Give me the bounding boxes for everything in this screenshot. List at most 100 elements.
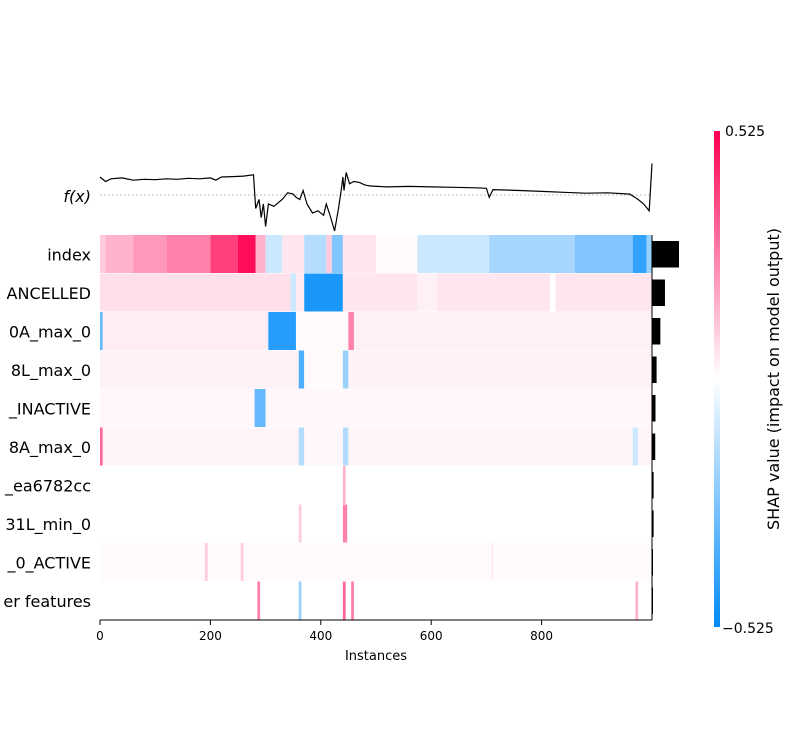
heatmap-cell — [105, 235, 134, 273]
heatmap-cell — [100, 427, 103, 466]
heatmap-cell — [100, 350, 299, 389]
fx-line — [99, 163, 653, 232]
heatmap-cell — [100, 543, 652, 581]
heatmap-cell — [298, 581, 302, 620]
heatmap-cell — [491, 543, 494, 581]
heatmap-cell — [304, 427, 343, 466]
heatmap-cell — [304, 273, 343, 312]
heatmap-cell — [298, 427, 305, 466]
heatmap-cell — [166, 235, 211, 273]
heatmap-row — [100, 543, 652, 581]
heatmap-cell — [100, 312, 103, 350]
heatmap-cell — [298, 350, 305, 389]
x-axis-label: Instances — [345, 649, 407, 664]
feature-label: 8A_max_0 — [9, 438, 91, 458]
heatmap-cell — [342, 427, 349, 466]
colorbar-max-label: 0.525 — [725, 124, 765, 140]
heatmap-cell — [240, 543, 244, 581]
heatmap-row — [100, 273, 652, 312]
heatmap-row — [100, 581, 652, 620]
heatmap-cell — [257, 581, 261, 620]
heatmap-cell — [417, 273, 437, 312]
heatmap-cell — [254, 389, 266, 427]
heatmap-cell — [295, 273, 305, 312]
heatmap-cell — [290, 273, 296, 312]
heatmap-cell — [100, 235, 106, 273]
feature-label: _0_ACTIVE — [6, 553, 91, 573]
heatmap-cell — [351, 581, 354, 620]
x-axis: 0 200 400 600 800 Instances — [96, 619, 652, 664]
heatmap-cell — [304, 235, 327, 273]
heatmap-cell — [326, 235, 332, 273]
heatmap-cell — [353, 312, 652, 350]
heatmap-cell — [298, 504, 302, 543]
feature-label: er features — [3, 592, 91, 611]
heatmap-cell — [204, 543, 208, 581]
heatmap-cell — [268, 312, 296, 350]
heatmap-cell — [348, 312, 354, 350]
heatmap-cell — [376, 235, 418, 273]
heatmap-cell — [632, 427, 639, 466]
heatmap-cell — [265, 235, 283, 273]
heatmap-cell — [489, 235, 575, 273]
colorbar-gradient — [714, 131, 720, 627]
heatmap-cell — [342, 466, 346, 504]
heatmap-cell — [632, 235, 647, 273]
feature-label: 0A_max_0 — [9, 322, 91, 342]
feature-label: _INACTIVE — [8, 399, 91, 419]
heatmap-row — [100, 350, 652, 389]
heatmap-row — [100, 427, 652, 466]
feature-label: index — [47, 245, 91, 264]
importance-bars — [652, 241, 679, 614]
heatmap-cell — [238, 235, 256, 273]
heatmap-cell — [436, 273, 550, 312]
heatmap-cell — [638, 427, 652, 466]
heatmap-cell — [348, 427, 633, 466]
heatmap-row — [100, 504, 652, 543]
feature-label: 8L_max_0 — [11, 361, 91, 381]
heatmap-cell — [331, 235, 343, 273]
heatmap-row — [100, 235, 652, 273]
heatmap-row — [100, 312, 652, 350]
heatmap-cell — [342, 504, 348, 543]
heatmap-cell — [100, 273, 291, 312]
x-tick-label: 200 — [199, 629, 222, 643]
heatmap-cell — [133, 235, 167, 273]
heatmap-cell — [549, 273, 556, 312]
heatmap-row — [100, 389, 652, 427]
importance-bar — [652, 395, 656, 422]
heatmap-cell — [646, 235, 652, 273]
importance-bar — [652, 356, 657, 383]
heatmap-cell — [574, 235, 633, 273]
x-ticks: 0 200 400 600 800 — [96, 620, 553, 643]
importance-bar — [652, 472, 654, 499]
heatmap-cell — [102, 312, 269, 350]
importance-bar — [652, 433, 656, 460]
heatmap-cell — [102, 427, 299, 466]
heatmap-cell — [295, 312, 349, 350]
heatmap-rows — [100, 235, 652, 620]
importance-bar — [652, 241, 679, 268]
heatmap-row — [100, 466, 652, 504]
heatmap-cell — [348, 350, 652, 389]
heatmap-cell — [417, 235, 490, 273]
colorbar-min-label: −0.525 — [722, 621, 774, 637]
heatmap-cell — [282, 235, 305, 273]
heatmap-cell — [342, 235, 376, 273]
heatmap-cell — [342, 273, 418, 312]
colorbar-title: SHAP value (impact on model output) — [764, 228, 783, 530]
heatmap-cell — [100, 466, 652, 504]
heatmap-cell — [255, 235, 266, 273]
heatmap-cell — [100, 389, 255, 427]
feature-label: ANCELLED — [7, 284, 91, 303]
heatmap-cell — [347, 504, 652, 543]
heatmap-cell — [555, 273, 652, 312]
feature-label: 31L_min_0 — [5, 515, 91, 535]
feature-labels: index ANCELLED 0A_max_0 8L_max_0 _INACTIVE 8A… — [3, 245, 91, 611]
fx-panel: f(x) — [63, 163, 653, 232]
x-tick-label: 0 — [96, 629, 104, 643]
colorbar: 0.525 −0.525 SHAP value (impact on model… — [714, 124, 783, 637]
heatmap-cell — [342, 581, 346, 620]
heatmap-cell — [100, 581, 652, 620]
